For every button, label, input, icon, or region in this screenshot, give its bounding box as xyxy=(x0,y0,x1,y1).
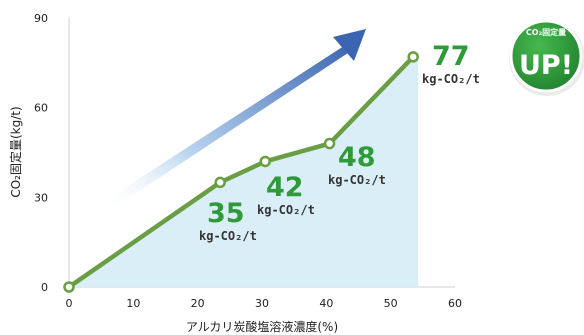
badge-top-text: CO₂固定量 xyxy=(526,27,566,37)
unit-label-48: kg-CO₂/t xyxy=(328,173,386,187)
y-axis-label: CO₂固定量(kg/t) xyxy=(8,106,23,197)
y-tick-label-90: 90 xyxy=(34,12,48,25)
data-point-1 xyxy=(214,176,226,189)
badge-main-text: UP! xyxy=(519,50,573,81)
trend-arrow-icon xyxy=(103,29,366,211)
up-badge: CO₂固定量 UP! xyxy=(509,19,584,96)
data-point-0 xyxy=(63,281,75,293)
unit-label-35: kg-CO₂/t xyxy=(199,229,257,243)
value-label-42: 42 xyxy=(266,172,304,203)
data-point-2 xyxy=(259,155,271,168)
x-tick-label-40: 40 xyxy=(319,297,333,310)
y-tick-label-60: 60 xyxy=(34,102,48,115)
y-tick-label-0: 0 xyxy=(41,281,48,294)
unit-label-77: kg-CO₂/t xyxy=(422,72,480,86)
x-tick-label-50: 50 xyxy=(384,297,398,310)
data-point-3 xyxy=(323,137,336,150)
x-tick-label-20: 20 xyxy=(191,297,205,310)
x-tick-label-30: 30 xyxy=(255,297,269,310)
value-label-77: 77 xyxy=(432,41,470,72)
y-tick-label-30: 30 xyxy=(34,191,48,204)
data-point-4 xyxy=(407,51,419,63)
value-label-35: 35 xyxy=(207,198,245,229)
x-tick-label-0: 0 xyxy=(66,297,73,310)
value-label-48: 48 xyxy=(338,142,376,173)
unit-label-42: kg-CO₂/t xyxy=(257,203,315,217)
x-tick-label-10: 10 xyxy=(126,297,140,310)
x-tick-label-60: 60 xyxy=(448,297,462,310)
x-axis-label: アルカリ炭酸塩溶液濃度(%) xyxy=(186,319,338,334)
